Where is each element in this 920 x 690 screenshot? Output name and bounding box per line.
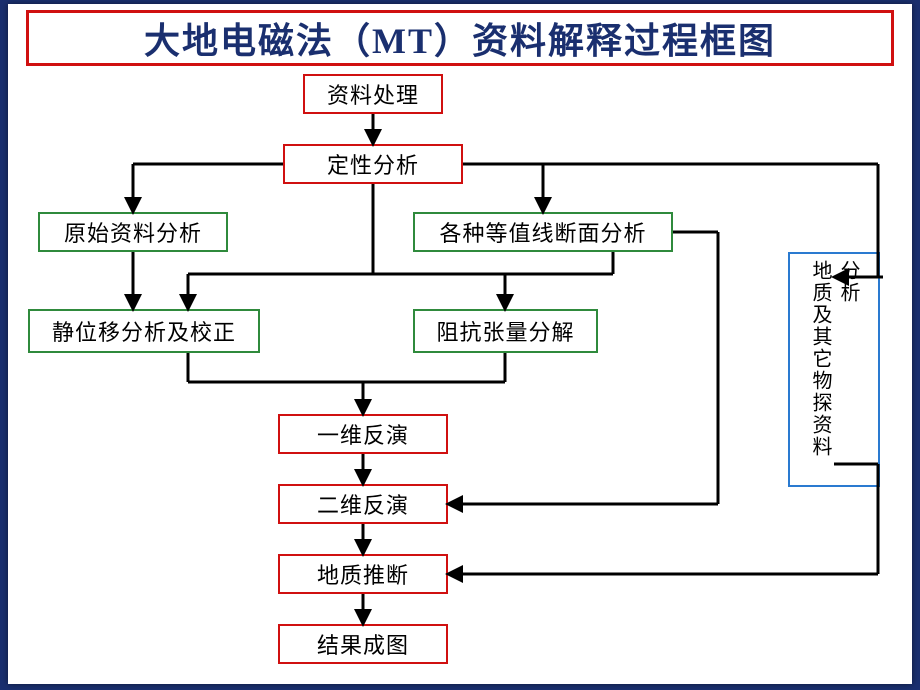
diagram-title: 大地电磁法（MT）资料解释过程框图: [26, 10, 894, 66]
node-result-map: 结果成图: [278, 624, 448, 664]
node-impedance: 阻抗张量分解: [413, 309, 598, 353]
node-1d-inversion: 一维反演: [278, 414, 448, 454]
node-qualitative: 定性分析: [283, 144, 463, 184]
node-raw-analysis: 原始资料分析: [38, 212, 228, 252]
node-aux-columns: 地质及其它物探资料 分析: [790, 254, 878, 485]
diagram-stage: 大地电磁法（MT）资料解释过程框图 资料处理 定性分析 原始资料分析 各种等值线…: [8, 4, 912, 684]
node-2d-inversion: 二维反演: [278, 484, 448, 524]
node-geo-inference: 地质推断: [278, 554, 448, 594]
node-contour-analysis: 各种等值线断面分析: [413, 212, 673, 252]
node-static-shift: 静位移分析及校正: [28, 309, 260, 353]
node-data-processing: 资料处理: [303, 74, 443, 114]
node-aux-col2: 分析: [836, 260, 860, 304]
node-aux-data: 地质及其它物探资料 分析: [788, 252, 880, 487]
node-aux-col1: 地质及其它物探资料: [808, 260, 832, 458]
